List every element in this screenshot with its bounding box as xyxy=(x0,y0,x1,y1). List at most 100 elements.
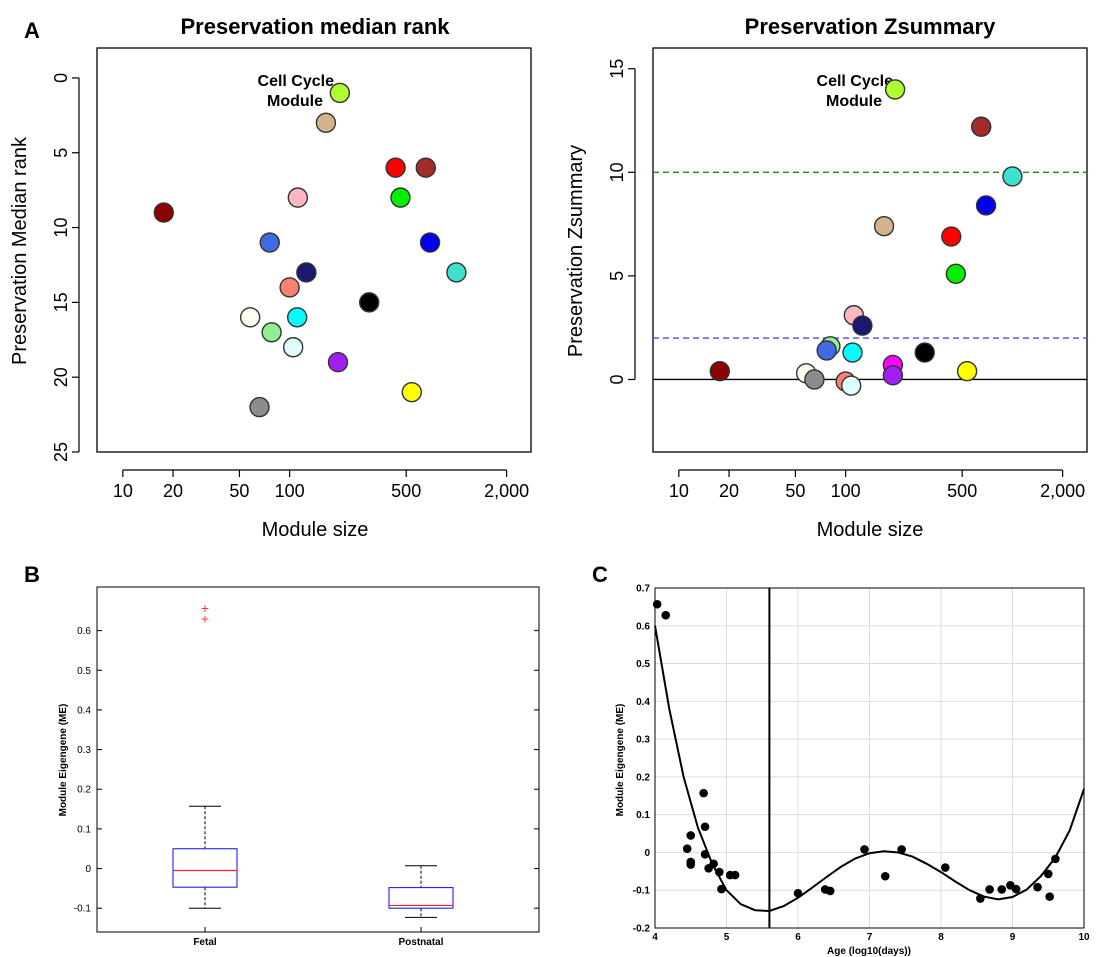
data-point xyxy=(415,157,436,178)
data-point xyxy=(717,884,726,894)
plot-frame xyxy=(652,47,1088,453)
data-point xyxy=(730,870,740,880)
data-point xyxy=(1011,884,1021,894)
panel-letter-a: A xyxy=(24,18,40,43)
data-point xyxy=(315,112,337,134)
data-point xyxy=(652,599,662,609)
x-tick-label: 9 xyxy=(1010,932,1016,943)
y-tick-label: 25 xyxy=(51,442,71,462)
data-point xyxy=(259,232,280,253)
data-point xyxy=(985,885,994,894)
data-point xyxy=(884,79,906,100)
data-point xyxy=(287,187,309,208)
y-tick-label: 0.6 xyxy=(77,626,91,637)
y-tick-label: 5 xyxy=(607,271,627,281)
data-point xyxy=(709,859,718,869)
data-point xyxy=(882,365,904,386)
boxplot-chart: Module Eigengene (ME) -0.1 0 0.1 0.2 0.3 0.4 0… xyxy=(58,586,540,948)
data-point xyxy=(327,352,349,373)
data-point xyxy=(1043,869,1053,879)
data-point xyxy=(956,361,978,382)
data-point xyxy=(261,322,282,343)
x-tick-label: 20 xyxy=(719,481,739,501)
x-tick-label: 500 xyxy=(391,481,421,501)
data-point xyxy=(914,342,935,363)
x-tick-label: 500 xyxy=(947,481,977,501)
x-tick-label: 50 xyxy=(785,481,805,501)
data-point xyxy=(282,337,304,358)
data-point xyxy=(401,381,422,403)
x-tick-label: 100 xyxy=(275,481,305,501)
data-point xyxy=(842,342,863,363)
y-tick-label: 10 xyxy=(607,162,627,182)
x-tick-label: 50 xyxy=(229,481,249,501)
x-axis-label: Age (log10(days)) xyxy=(827,946,911,957)
data-point xyxy=(816,340,837,361)
x-tick-label: 10 xyxy=(1078,932,1090,943)
data-point xyxy=(897,845,906,854)
annotation-line2: Module xyxy=(267,93,323,110)
y-tick-label: 0.5 xyxy=(77,666,91,677)
x-tick-label: 5 xyxy=(724,932,730,943)
annotation-line1: Cell Cycle xyxy=(817,73,894,90)
y-tick-label: 0.6 xyxy=(636,621,650,632)
y-tick-label: 5 xyxy=(51,148,71,158)
x-tick-label: Fetal xyxy=(193,937,217,948)
data-point xyxy=(661,610,671,620)
median-rank-chart: Preservation median rank Module size Pre… xyxy=(9,14,532,541)
y-tick-label: 0.3 xyxy=(77,745,91,756)
y-tick-label: 15 xyxy=(51,292,71,312)
data-point xyxy=(793,888,803,898)
data-point xyxy=(419,232,441,253)
y-tick-label: 0.2 xyxy=(77,785,91,796)
y-tick-label: 0.5 xyxy=(636,659,650,670)
x-tick-label: 10 xyxy=(113,481,133,501)
data-point xyxy=(699,788,708,798)
data-point xyxy=(390,187,411,208)
data-point xyxy=(825,886,835,896)
data-point xyxy=(279,277,300,298)
plot-frame xyxy=(96,586,540,933)
data-point xyxy=(700,850,710,859)
y-tick-label: 20 xyxy=(51,367,71,387)
data-point xyxy=(359,292,380,313)
data-point xyxy=(239,307,261,328)
outlier-marker: + xyxy=(200,602,209,615)
x-tick-label: 7 xyxy=(867,932,873,943)
data-point xyxy=(446,262,467,283)
data-point xyxy=(385,157,406,178)
chart-title: Preservation median rank xyxy=(180,14,450,39)
data-point xyxy=(971,116,992,137)
data-point xyxy=(153,202,174,223)
y-axis-label: Preservation Zsummary xyxy=(565,145,587,357)
y-tick-label: 0 xyxy=(85,864,91,875)
y-tick-label: 0.4 xyxy=(77,705,91,716)
age-scatter-chart: Age (log10(days)) Module Eigengene (ME) … xyxy=(615,584,1090,957)
y-tick-label: 0 xyxy=(607,374,627,384)
data-point xyxy=(686,860,696,869)
x-axis-label: Module size xyxy=(817,519,924,541)
plot-frame xyxy=(96,47,532,453)
data-point xyxy=(1002,166,1023,187)
outlier-marker: + xyxy=(200,613,209,626)
zsummary-chart: Preservation Zsummary Module size Preser… xyxy=(565,14,1088,541)
data-point xyxy=(249,396,270,418)
box xyxy=(172,848,238,888)
data-point xyxy=(1051,854,1060,864)
x-tick-label: 2,000 xyxy=(1040,481,1085,501)
x-tick-label: 6 xyxy=(795,932,801,943)
data-point xyxy=(686,831,696,840)
data-point xyxy=(1045,892,1054,901)
x-tick-label: 8 xyxy=(938,932,944,943)
data-point xyxy=(873,215,895,237)
y-tick-label: 0.1 xyxy=(77,824,91,835)
plot-frame xyxy=(654,587,1085,929)
y-axis-label: Preservation Median rank xyxy=(9,136,31,365)
annotation-line2: Module xyxy=(826,93,882,110)
data-point xyxy=(296,262,317,283)
data-point xyxy=(880,871,890,881)
data-point xyxy=(329,82,351,104)
y-tick-label: 0 xyxy=(644,848,650,859)
panel-letter-c: C xyxy=(592,562,608,587)
